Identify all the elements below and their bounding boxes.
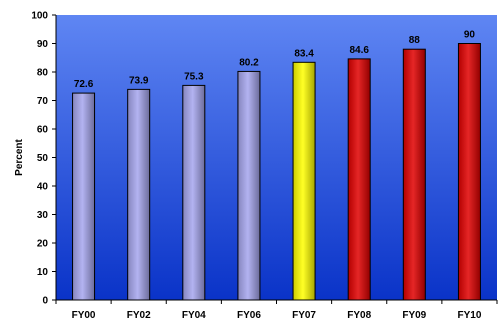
bar-fy06 [237,70,261,301]
x-tick-label-fy09: FY09 [402,310,426,321]
bar-fy02 [127,88,151,301]
y-tick-label: 100 [31,11,48,22]
bar-fy00 [72,92,96,301]
y-tick-label: 50 [37,153,49,164]
x-tick-label-fy02: FY02 [127,310,151,321]
data-label-fy00: 72.6 [74,79,94,90]
bar-fy10 [457,43,481,301]
y-tick-label: 40 [37,182,49,193]
y-tick-label: 60 [37,125,49,136]
data-label-fy08: 84.6 [349,45,369,56]
bar-fy07 [292,61,316,301]
bar-fy09 [402,48,426,301]
y-tick-label: 10 [37,267,49,278]
bar-fy04 [182,84,206,301]
data-label-fy06: 80.2 [239,57,259,68]
y-tick-label: 70 [37,96,49,107]
x-tick-label-fy07: FY07 [292,310,316,321]
plot-area [56,15,497,300]
y-axis-title: Percent [14,138,25,175]
y-tick-label: 80 [37,68,49,79]
data-label-fy02: 73.9 [129,75,149,86]
x-tick-label-fy04: FY04 [182,310,206,321]
y-tick-label: 0 [42,296,48,307]
data-label-fy10: 90 [464,30,476,41]
bar-fy08 [347,58,371,301]
y-tick-label: 20 [37,239,49,250]
x-tick-label-fy06: FY06 [237,310,261,321]
x-tick-label-fy08: FY08 [347,310,371,321]
data-label-fy09: 88 [409,35,421,46]
data-label-fy07: 83.4 [294,48,314,59]
y-tick-label: 90 [37,39,49,50]
data-label-fy04: 75.3 [184,71,204,82]
x-tick-label-fy00: FY00 [72,310,96,321]
axes-layer: 0 10 20 30 40 50 60 70 80 90 100 FY00 FY02 FY04 FY06 FY… [31,11,498,321]
x-tick-label-fy10: FY10 [457,310,481,321]
y-tick-label: 30 [37,210,49,221]
